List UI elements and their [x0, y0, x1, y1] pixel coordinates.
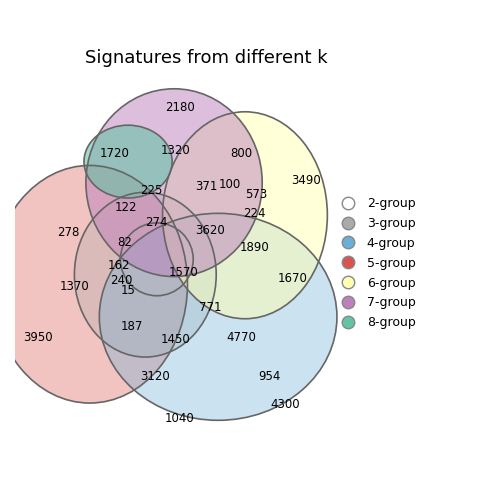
Text: 225: 225 — [140, 184, 162, 197]
Text: 1320: 1320 — [161, 144, 191, 157]
Text: 573: 573 — [245, 187, 268, 201]
Text: 3120: 3120 — [140, 370, 170, 383]
Text: 278: 278 — [57, 226, 80, 239]
Text: 3490: 3490 — [291, 174, 321, 187]
Ellipse shape — [99, 213, 337, 420]
Text: 122: 122 — [115, 201, 138, 214]
Text: 1040: 1040 — [165, 412, 195, 425]
Text: 771: 771 — [199, 301, 222, 314]
Text: 3620: 3620 — [196, 224, 225, 237]
Text: 162: 162 — [108, 259, 131, 272]
Text: 240: 240 — [110, 274, 133, 287]
Text: 15: 15 — [120, 284, 136, 297]
Text: 187: 187 — [121, 320, 143, 333]
Ellipse shape — [163, 112, 328, 319]
Title: Signatures from different k: Signatures from different k — [85, 49, 328, 67]
Text: 954: 954 — [259, 370, 281, 383]
Text: 371: 371 — [196, 180, 218, 193]
Ellipse shape — [0, 165, 187, 403]
Text: 1670: 1670 — [278, 272, 308, 285]
Text: 800: 800 — [230, 148, 252, 160]
Text: 274: 274 — [146, 216, 168, 229]
Text: 224: 224 — [243, 207, 266, 220]
Ellipse shape — [86, 89, 262, 277]
Text: 3950: 3950 — [23, 332, 53, 344]
Text: 1370: 1370 — [59, 280, 89, 293]
Text: 100: 100 — [219, 178, 241, 191]
Text: 4770: 4770 — [226, 332, 256, 344]
Ellipse shape — [84, 125, 172, 198]
Legend: 2-group, 3-group, 4-group, 5-group, 6-group, 7-group, 8-group: 2-group, 3-group, 4-group, 5-group, 6-gr… — [336, 197, 415, 329]
Text: 4300: 4300 — [270, 399, 300, 411]
Text: 1720: 1720 — [100, 148, 130, 160]
Text: 1890: 1890 — [240, 241, 270, 255]
Ellipse shape — [75, 192, 216, 357]
Text: 1570: 1570 — [169, 266, 199, 279]
Text: 82: 82 — [117, 235, 132, 248]
Text: 2180: 2180 — [165, 101, 195, 114]
Text: 1450: 1450 — [161, 333, 191, 346]
